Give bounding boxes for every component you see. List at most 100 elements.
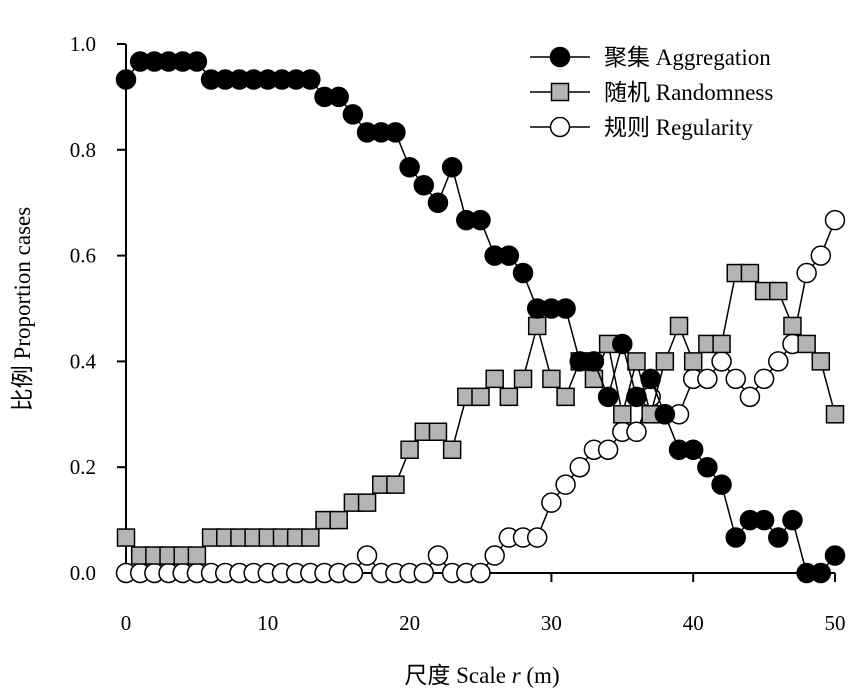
data-point-aggregation <box>385 122 406 143</box>
data-point-regularity <box>597 439 619 460</box>
data-point-randomness <box>187 546 207 565</box>
data-point-randomness <box>442 440 462 459</box>
data-point-aggregation <box>654 404 676 425</box>
data-point-regularity <box>796 262 817 284</box>
data-point-aggregation <box>300 69 321 90</box>
data-point-randomness <box>428 422 448 442</box>
data-point-regularity <box>342 562 364 584</box>
data-point-regularity <box>427 545 449 566</box>
data-point-aggregation <box>612 333 633 355</box>
y-tick-label: 0.0 <box>70 561 96 585</box>
data-point-randomness <box>683 352 703 371</box>
x-tick-label: 30 <box>541 611 562 635</box>
data-point-regularity <box>824 209 846 231</box>
legend-label-randomness: 随机 Randomness <box>604 80 773 105</box>
data-point-regularity <box>739 386 761 408</box>
data-point-aggregation <box>498 245 520 266</box>
legend-marker-regularity <box>549 116 571 138</box>
data-point-randomness <box>471 387 490 407</box>
data-point-aggregation <box>711 474 732 495</box>
data-point-aggregation <box>626 386 647 408</box>
legend-label-regularity: 规则 Regularity <box>604 115 753 140</box>
legend-label-aggregation: 聚集 Aggregation <box>604 45 771 70</box>
data-point-regularity <box>697 368 718 390</box>
legend-marker-aggregation <box>549 46 571 68</box>
data-point-regularity <box>526 527 548 548</box>
data-point-aggregation <box>399 157 420 178</box>
data-point-aggregation <box>725 527 746 548</box>
data-point-randomness <box>485 369 504 389</box>
data-point-randomness <box>797 334 816 354</box>
data-point-randomness <box>627 352 646 371</box>
data-point-randomness <box>740 263 760 283</box>
data-point-randomness <box>825 405 845 424</box>
data-point-randomness <box>513 369 533 389</box>
legend-entry-aggregation: 聚集 Aggregation <box>530 45 771 70</box>
data-point-regularity <box>569 456 591 478</box>
x-axis-title: 尺度 Scale r (m) <box>404 663 559 688</box>
data-point-aggregation <box>640 368 661 390</box>
x-tick-label: 40 <box>683 611 704 635</box>
y-tick-label: 0.8 <box>70 138 96 162</box>
data-point-aggregation <box>441 157 463 178</box>
y-tick-label: 0.6 <box>70 244 96 268</box>
data-point-randomness <box>499 387 519 407</box>
data-point-randomness <box>712 334 731 354</box>
data-point-aggregation <box>115 69 137 90</box>
x-tick-label: 50 <box>825 611 846 635</box>
data-point-randomness <box>769 281 788 301</box>
data-point-randomness <box>400 440 419 459</box>
legend-entry-regularity: 规则 Regularity <box>530 115 753 140</box>
data-point-regularity <box>753 368 775 390</box>
data-point-randomness <box>783 316 802 336</box>
y-axis-title: 比例 Proportion cases <box>10 207 35 411</box>
data-point-randomness <box>527 316 547 336</box>
data-point-randomness <box>357 493 377 512</box>
y-tick-label: 1.0 <box>70 32 96 56</box>
data-point-aggregation <box>697 456 718 478</box>
data-point-aggregation <box>753 509 775 531</box>
data-point-regularity <box>470 562 491 584</box>
series-aggregation <box>115 51 846 584</box>
data-point-aggregation <box>427 192 449 213</box>
data-point-randomness <box>811 352 831 371</box>
data-point-randomness <box>116 528 136 547</box>
data-point-aggregation <box>768 527 789 548</box>
data-point-aggregation <box>555 298 576 319</box>
series-layer <box>115 51 846 584</box>
data-point-randomness <box>584 369 604 389</box>
data-point-aggregation <box>470 209 491 231</box>
data-point-regularity <box>413 562 435 584</box>
data-point-randomness <box>386 475 405 494</box>
data-point-regularity <box>484 545 505 566</box>
legend: 聚集 Aggregation 随机 Randomness 规则 Regularity <box>530 45 773 140</box>
data-point-aggregation <box>782 509 803 531</box>
series-randomness <box>116 263 845 565</box>
plot-area: 0.0 0.2 0.4 0.6 0.8 1.0 0 10 20 30 40 50 <box>70 32 846 635</box>
data-point-randomness <box>329 510 348 530</box>
x-tick-label: 10 <box>257 611 278 635</box>
data-point-regularity <box>626 421 647 443</box>
data-point-randomness <box>655 352 675 371</box>
y-tick-label: 0.2 <box>70 455 96 479</box>
x-tick-label: 20 <box>399 611 420 635</box>
data-point-regularity <box>768 351 789 372</box>
data-point-randomness <box>613 405 632 424</box>
legend-marker-randomness <box>550 82 570 102</box>
data-point-regularity <box>725 368 746 390</box>
data-point-randomness <box>301 528 320 547</box>
data-point-aggregation <box>824 545 846 566</box>
data-point-randomness <box>556 387 575 407</box>
data-point-aggregation <box>512 262 534 284</box>
legend-entry-randomness: 随机 Randomness <box>530 80 773 105</box>
data-point-aggregation <box>342 104 364 125</box>
data-point-regularity <box>356 545 378 566</box>
data-point-aggregation <box>186 51 208 72</box>
data-point-aggregation <box>682 439 704 460</box>
data-point-regularity <box>555 474 576 495</box>
data-point-aggregation <box>597 386 619 408</box>
data-point-randomness <box>669 316 689 336</box>
series-regularity <box>115 209 846 584</box>
data-point-randomness <box>542 369 561 389</box>
